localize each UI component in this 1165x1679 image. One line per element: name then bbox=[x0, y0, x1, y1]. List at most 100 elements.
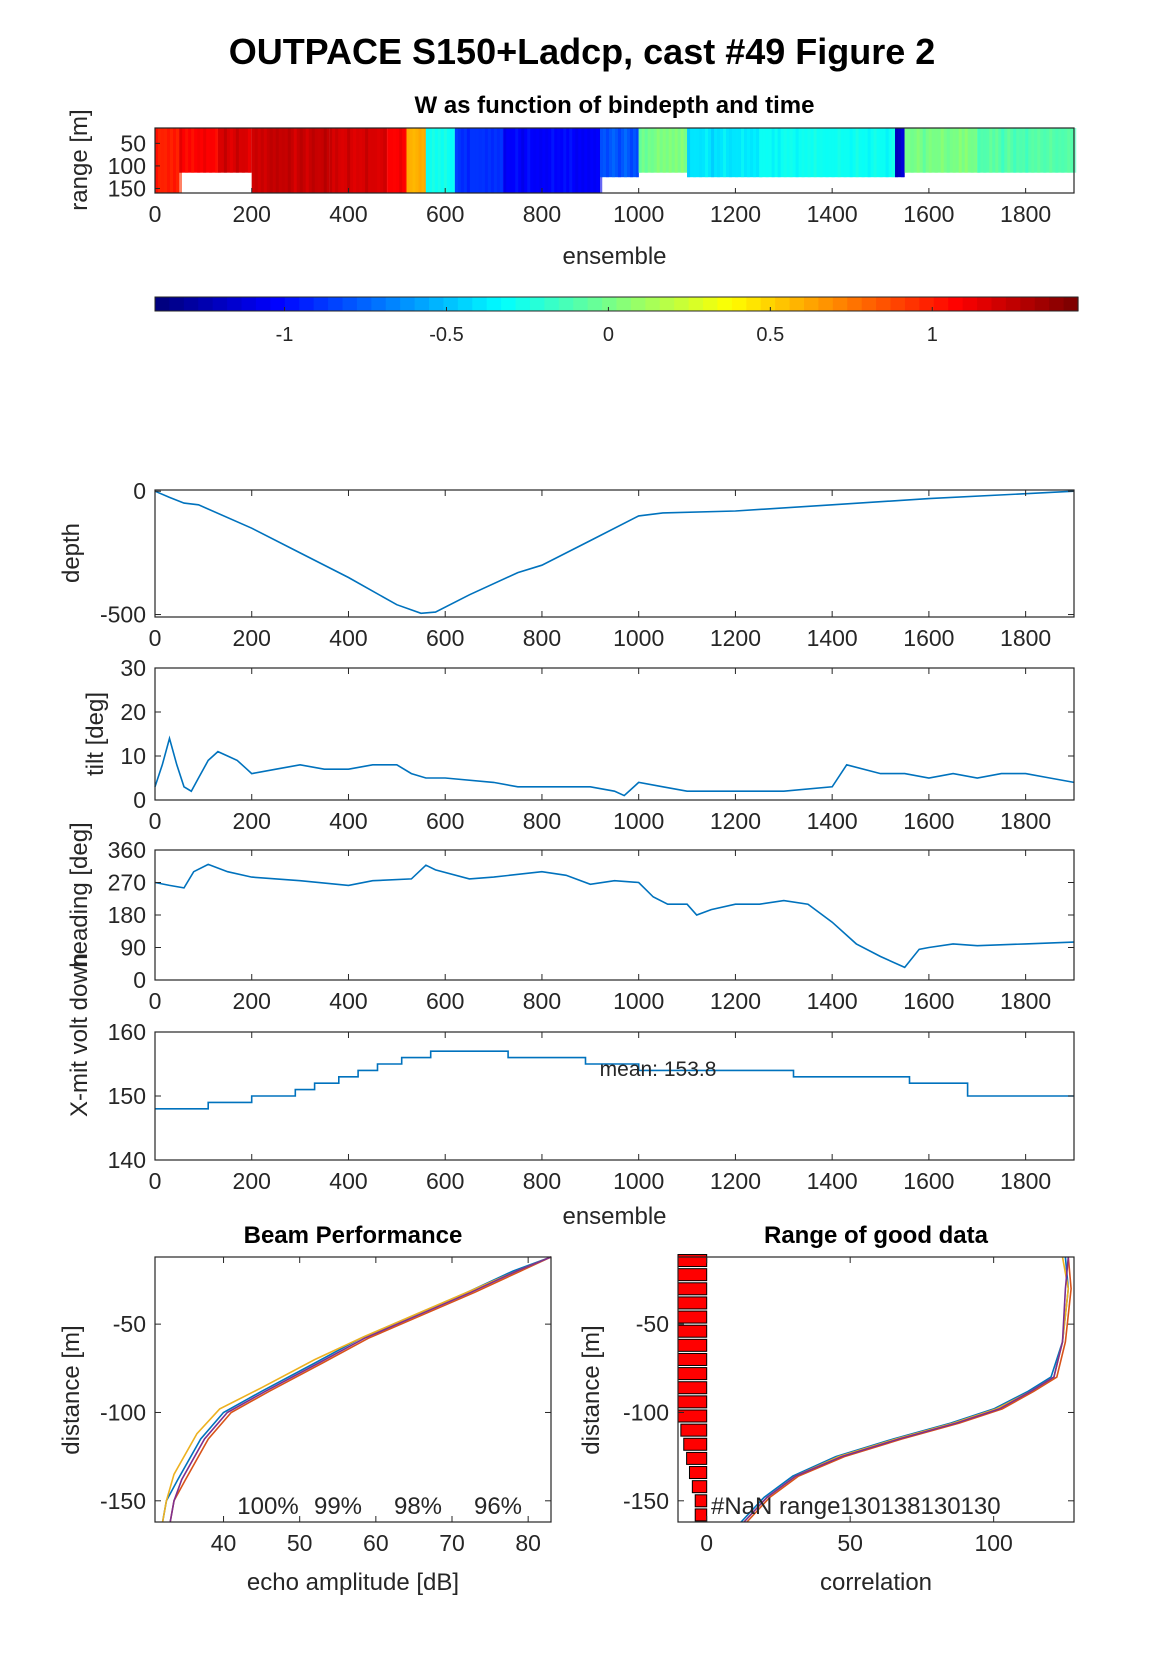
heatmap-cell-0 bbox=[173, 128, 176, 193]
heatmap-cell-7 bbox=[449, 128, 453, 193]
good-ytick-label: -100 bbox=[623, 1399, 669, 1425]
heatmap-cell-4 bbox=[359, 128, 363, 193]
beam-series-line-3 bbox=[169, 1256, 552, 1523]
beam-ytick-label: -100 bbox=[100, 1399, 146, 1425]
heatmap-cell-10 bbox=[611, 128, 615, 178]
heatmap-cell-16 bbox=[1043, 128, 1047, 173]
good-bar bbox=[677, 1338, 708, 1352]
colorbar-swatch bbox=[241, 297, 257, 311]
good-bar bbox=[694, 1494, 708, 1508]
xmit-xtick-label: 600 bbox=[426, 1168, 464, 1194]
colorbar-swatch bbox=[876, 297, 892, 311]
heatmap-cell-0 bbox=[155, 128, 158, 193]
colorbar-swatch bbox=[486, 297, 502, 311]
heatmap-cell-15 bbox=[934, 128, 938, 173]
heatmap-cell-9 bbox=[503, 128, 507, 193]
w-xtick-label: 800 bbox=[523, 201, 561, 227]
heatmap-cell-12 bbox=[753, 128, 757, 178]
beam-ytick-label: -50 bbox=[113, 1311, 146, 1337]
xmit-ytick-label: 140 bbox=[108, 1147, 146, 1173]
tilt-xtick-label: 800 bbox=[523, 808, 561, 834]
w-xtick-label: 1600 bbox=[903, 201, 954, 227]
heatmap-cell-3 bbox=[323, 128, 327, 193]
xmit-xtick-label: 1200 bbox=[710, 1168, 761, 1194]
colorbar-swatch bbox=[731, 297, 747, 311]
heading-xtick-label: 600 bbox=[426, 988, 464, 1014]
colorbar-swatch bbox=[746, 297, 762, 311]
heatmap-cell-1 bbox=[197, 128, 201, 173]
colorbar-swatch bbox=[688, 297, 704, 311]
heatmap-cell-5 bbox=[399, 128, 403, 193]
good-bar bbox=[683, 1437, 708, 1451]
colorbar-swatch bbox=[429, 297, 445, 311]
heatmap-cell-0 bbox=[167, 128, 170, 193]
heatmap-cell-15 bbox=[904, 128, 908, 173]
heatmap-cell-16 bbox=[1073, 128, 1077, 173]
colorbar-swatch bbox=[847, 297, 863, 311]
tilt-xtick-label: 400 bbox=[329, 808, 367, 834]
colorbar-swatch bbox=[1063, 297, 1079, 311]
heatmap-cell-13 bbox=[849, 128, 853, 178]
heading-xtick-label: 1800 bbox=[1000, 988, 1051, 1014]
colorbar-swatch bbox=[659, 297, 675, 311]
tilt-xtick-label: 200 bbox=[233, 808, 271, 834]
tilt-xtick-label: 0 bbox=[149, 808, 162, 834]
tilt-series-line bbox=[154, 735, 1075, 797]
heatmap-cell-13 bbox=[783, 128, 787, 178]
heatmap-cell-13 bbox=[813, 128, 817, 178]
heatmap-cell-13 bbox=[777, 128, 781, 178]
heatmap-cell-8 bbox=[454, 128, 458, 193]
heatmap-cell-3 bbox=[251, 128, 255, 193]
xmit-xtick-label: 1800 bbox=[1000, 1168, 1051, 1194]
heatmap-cell-3 bbox=[287, 128, 291, 193]
heatmap-cell-16 bbox=[995, 128, 999, 173]
heatmap-cell-3 bbox=[257, 128, 261, 193]
colorbar-swatch bbox=[602, 297, 618, 311]
heatmap-cell-9 bbox=[539, 128, 543, 193]
colorbar-swatch bbox=[919, 297, 935, 311]
heatmap-cell-10 bbox=[623, 128, 627, 178]
beam-xtick-label: 40 bbox=[211, 1530, 237, 1556]
colorbar-tick-label: -0.5 bbox=[429, 324, 463, 346]
xmit-xtick-label: 1600 bbox=[903, 1168, 954, 1194]
heatmap-cell-9 bbox=[569, 128, 573, 193]
xmit-xtick-label: 200 bbox=[233, 1168, 271, 1194]
beam-percent-label: 98% bbox=[394, 1493, 442, 1520]
beam-ylabel: distance [m] bbox=[58, 1325, 85, 1454]
heatmap-cell-13 bbox=[795, 128, 799, 178]
heatmap-cell-13 bbox=[771, 128, 775, 178]
tilt-xtick-label: 600 bbox=[426, 808, 464, 834]
heatmap-cell-13 bbox=[807, 128, 811, 178]
depth-xtick-label: 0 bbox=[149, 625, 162, 651]
heatmap-cell-11 bbox=[638, 128, 642, 173]
heatmap-cell-15 bbox=[916, 128, 920, 173]
heatmap-cell-12 bbox=[711, 128, 715, 178]
heatmap-cell-3 bbox=[299, 128, 303, 193]
colorbar-swatch bbox=[890, 297, 906, 311]
beam-xtick-label: 60 bbox=[363, 1530, 389, 1556]
good-xtick-label: 50 bbox=[837, 1530, 863, 1556]
beam-xtick-label: 80 bbox=[515, 1530, 541, 1556]
heatmap-cell-12 bbox=[699, 128, 703, 178]
colorbar-swatch bbox=[400, 297, 416, 311]
depth-xtick-label: 200 bbox=[233, 625, 271, 651]
good-series-line-2 bbox=[743, 1256, 1070, 1523]
depth-ytick-label: -500 bbox=[100, 602, 146, 628]
good-xtick-label: 100 bbox=[974, 1530, 1012, 1556]
good-series-line-1 bbox=[746, 1256, 1072, 1523]
heatmap-cell-8 bbox=[466, 128, 470, 193]
colorbar-swatch bbox=[948, 297, 964, 311]
heatmap-cell-15 bbox=[952, 128, 956, 173]
xmit-ytick-label: 160 bbox=[108, 1019, 146, 1045]
colorbar-swatch bbox=[313, 297, 329, 311]
heatmap-cell-16 bbox=[989, 128, 993, 173]
good-bar bbox=[688, 1466, 708, 1480]
colorbar-frame bbox=[154, 296, 1079, 312]
colorbar-swatch bbox=[299, 297, 315, 311]
w-ytick-label: 100 bbox=[108, 153, 146, 179]
heatmap-cell-4 bbox=[341, 128, 345, 193]
xmit-xlabel: ensemble bbox=[562, 1203, 666, 1230]
heading-ytick-label: 0 bbox=[133, 967, 146, 993]
good-bar bbox=[677, 1352, 708, 1366]
